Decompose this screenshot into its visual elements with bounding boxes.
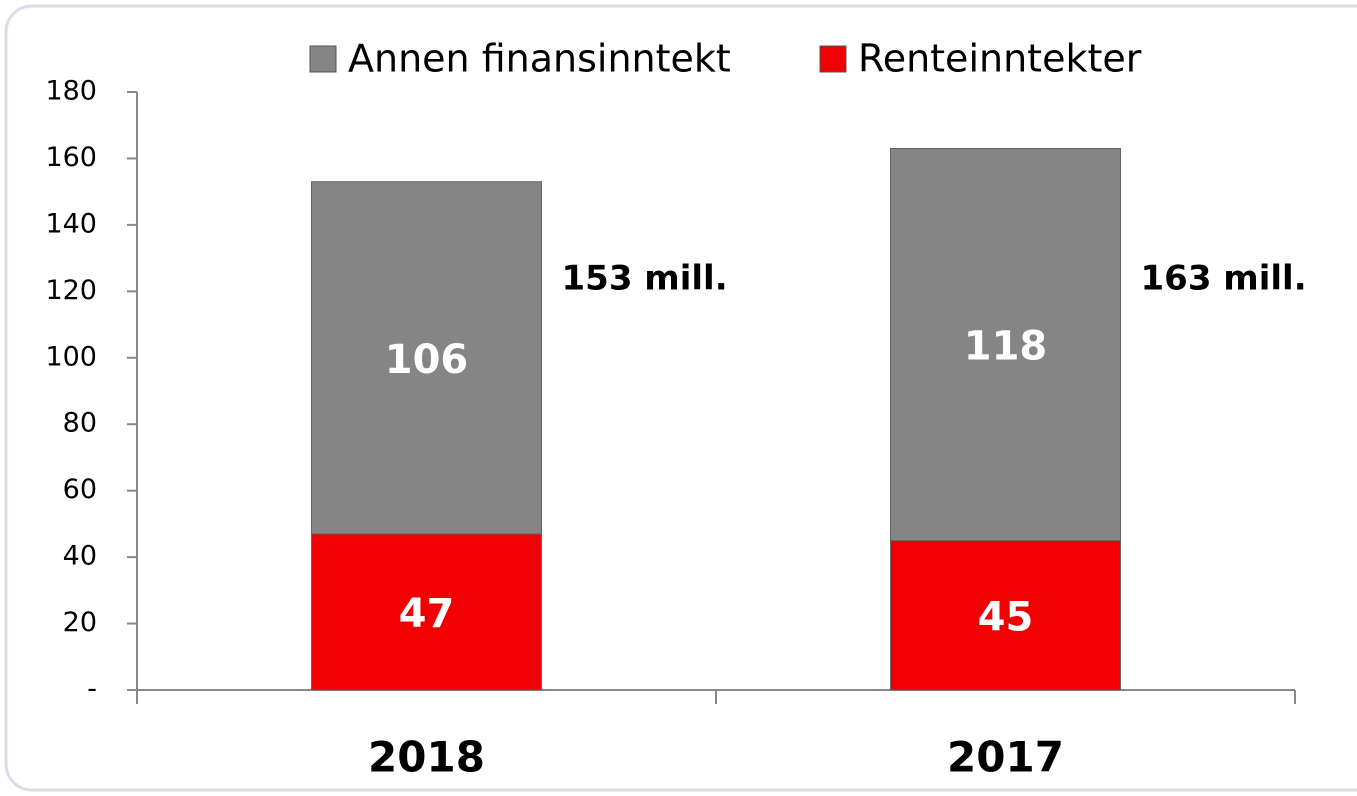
frame xyxy=(4,4,1357,792)
bar-segment xyxy=(890,147,1121,541)
legend-label: Renteinntekter xyxy=(858,37,1142,81)
y-tick-label: 80 xyxy=(63,408,97,439)
bar-segment xyxy=(311,181,542,535)
y-tick-label: 140 xyxy=(45,208,97,239)
y-tick-label: 20 xyxy=(63,607,97,638)
y-tick-label: 180 xyxy=(45,76,97,107)
y-tick-label: - xyxy=(87,674,97,705)
total-annotation: 153 mill. xyxy=(562,259,728,299)
data-label: 118 xyxy=(964,323,1048,369)
legend-swatch xyxy=(309,45,337,73)
y-tick-label: 120 xyxy=(45,275,97,306)
x-tick-label: 2017 xyxy=(947,733,1064,782)
y-tick-label: 100 xyxy=(45,341,97,372)
total-annotation: 163 mill. xyxy=(1141,259,1307,299)
x-tick-label: 2018 xyxy=(368,733,485,782)
y-tick-label: 60 xyxy=(63,474,97,505)
data-label: 45 xyxy=(978,594,1034,640)
data-label: 47 xyxy=(399,591,455,637)
bar-segment xyxy=(311,533,542,691)
legend-label: Annen finansinntekt xyxy=(348,37,731,81)
bar-segment xyxy=(890,540,1121,691)
data-label: 106 xyxy=(385,337,469,383)
legend-swatch xyxy=(819,45,847,73)
y-tick-label: 40 xyxy=(63,541,97,572)
y-tick-label: 160 xyxy=(45,142,97,173)
